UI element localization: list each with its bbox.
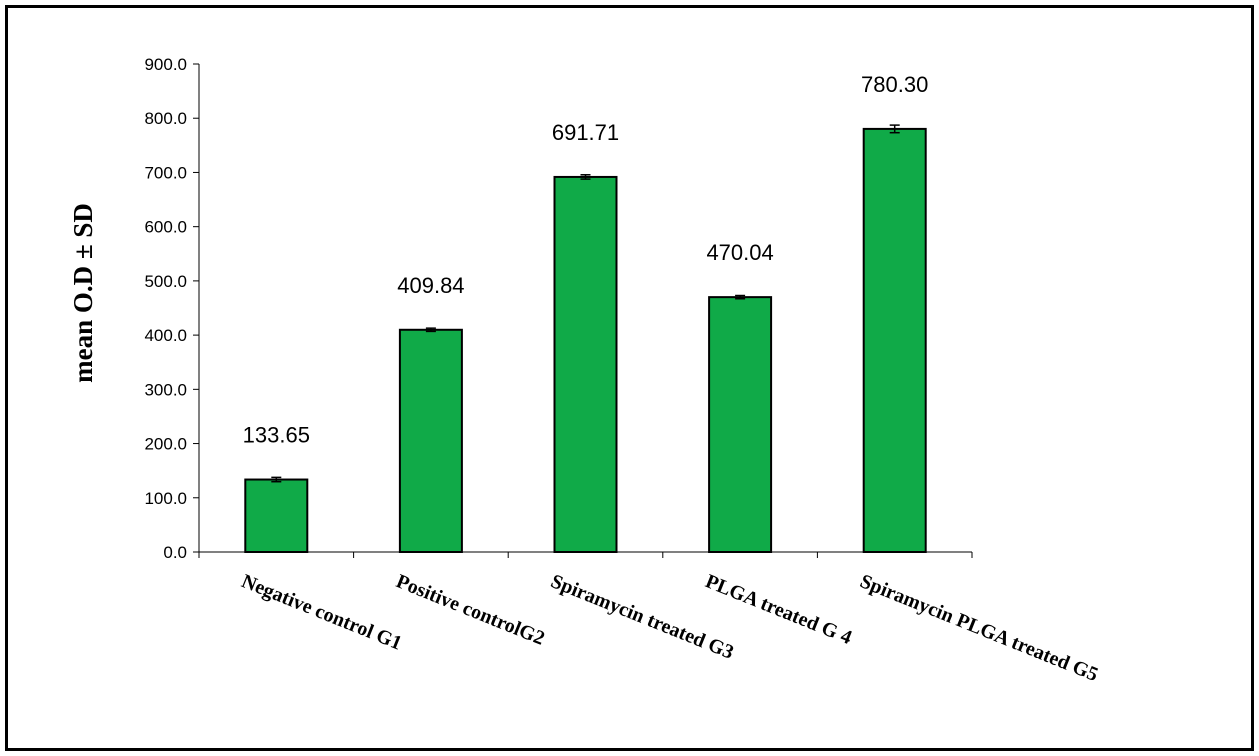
category-label: Negative control G1: [238, 570, 405, 654]
y-tick-label: 700.0: [144, 163, 187, 182]
data-label: 409.84: [397, 273, 464, 298]
data-labels: 133.65 409.84 691.71 470.04 780.30: [243, 72, 929, 448]
bar: [862, 127, 927, 554]
bar: [708, 296, 773, 554]
bars: [244, 124, 927, 554]
bar: [244, 478, 309, 554]
category-label: Spiramycin PLGA treated G5: [857, 570, 1101, 686]
data-label: 133.65: [243, 423, 310, 448]
y-tick-label: 100.0: [144, 489, 187, 508]
y-tick-label: 300.0: [144, 380, 187, 399]
y-tick-label: 600.0: [144, 218, 187, 237]
y-tick-label: 200.0: [144, 435, 187, 454]
category-label: Positive controlG2: [393, 570, 548, 650]
chart-frame: [5, 5, 1254, 751]
y-tick-label: 400.0: [144, 326, 187, 345]
data-label: 780.30: [861, 72, 928, 97]
bar: [398, 328, 463, 553]
y-axis: 0.0 100.0 200.0 300.0 400.0 500.0 600.0 700.0 80…: [144, 55, 200, 562]
y-axis-label: mean O.D ± SD: [68, 203, 98, 383]
data-label: 470.04: [706, 240, 773, 265]
data-label: 691.71: [552, 120, 619, 145]
y-tick-label: 900.0: [144, 55, 187, 74]
bar: [553, 175, 618, 554]
y-tick-label: 500.0: [144, 272, 187, 291]
y-tick-label: 0.0: [163, 543, 187, 562]
category-label: PLGA treated G 4: [702, 570, 855, 649]
y-tick-label: 800.0: [144, 109, 187, 128]
